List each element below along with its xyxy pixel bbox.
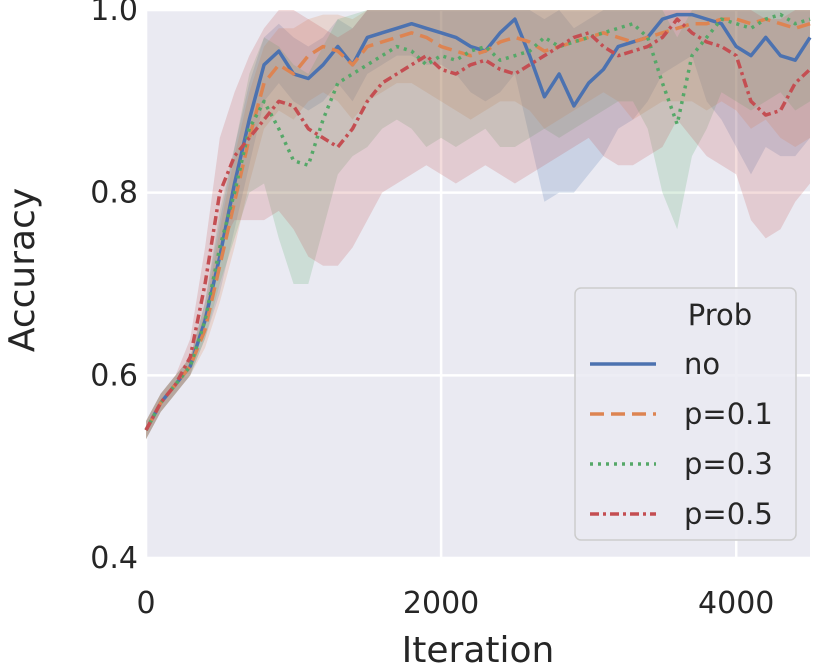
y-tick-label: 0.6 <box>90 358 138 393</box>
x-tick-label: 0 <box>136 586 155 621</box>
legend: Prob no p=0.1 p=0.3 p=0.5 <box>574 287 797 541</box>
legend-label: p=0.3 <box>684 447 773 481</box>
band-p=0.3 <box>146 10 810 440</box>
series-lines <box>144 12 812 431</box>
x-tick-label: 2000 <box>403 586 479 621</box>
x-tick-labels: 0 2000 4000 <box>136 586 774 621</box>
series-line-p=0.5 <box>144 17 812 431</box>
series-line-p=0.1 <box>144 17 811 431</box>
series-line-no <box>144 12 812 431</box>
y-axis-title: Accuracy <box>2 188 43 352</box>
legend-label: p=0.5 <box>684 497 773 531</box>
legend-box <box>574 287 797 541</box>
y-tick-label: 1.0 <box>90 0 138 28</box>
y-tick-labels: 0.4 0.6 0.8 1.0 <box>90 0 138 576</box>
legend-title: Prob <box>688 298 752 332</box>
y-tick-label: 0.8 <box>90 176 138 211</box>
y-tick-label: 0.4 <box>90 541 138 576</box>
series-line-p=0.3 <box>144 12 811 431</box>
legend-label: no <box>684 347 720 381</box>
band-p=0.5 <box>146 10 810 440</box>
x-tick-label: 4000 <box>698 586 774 621</box>
legend-label: p=0.1 <box>684 397 773 431</box>
x-axis-title: Iteration <box>402 630 555 666</box>
